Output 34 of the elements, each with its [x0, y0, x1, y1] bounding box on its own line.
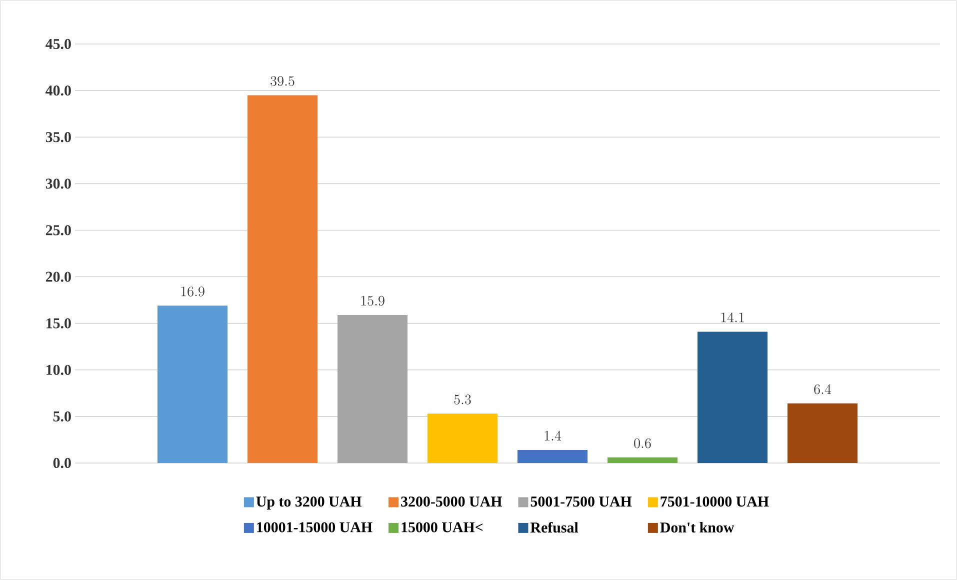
legend-label: 15000 UAH<	[402, 522, 483, 532]
y-tick-label: 20.0	[46, 272, 71, 282]
bar	[248, 95, 318, 463]
data-label: 0.6	[634, 438, 651, 448]
legend-label: Up to 3200 UAH	[256, 496, 362, 510]
legend-label: 7501-10000 UAH	[660, 496, 769, 507]
data-label: 39.5	[270, 76, 294, 86]
bar	[698, 332, 768, 463]
y-tick-label: 0.0	[53, 458, 71, 468]
data-label: 5.3	[454, 394, 471, 404]
legend-label: 3200-5000 UAH	[401, 496, 502, 507]
y-tick-label: 10.0	[46, 364, 71, 375]
y-tick-label: 40.0	[46, 85, 71, 96]
data-label: 16.9	[181, 286, 204, 296]
y-tick-label: 15.0	[46, 318, 71, 328]
bar	[338, 314, 408, 463]
bar	[608, 457, 678, 463]
legend-label: Refusal	[530, 522, 578, 533]
bar	[428, 414, 498, 463]
bar	[518, 450, 588, 463]
y-tick-label: 45.0	[46, 38, 71, 50]
y-tick-label: 25.0	[46, 225, 71, 236]
y-tick-label: 5.0	[53, 411, 71, 422]
y-tick-label: 35.0	[46, 132, 71, 142]
bar	[158, 306, 228, 463]
legend-label: Don't know	[660, 522, 734, 533]
bar	[788, 403, 858, 463]
data-label: 15.9	[361, 296, 384, 306]
data-label: 1 .4	[544, 430, 562, 440]
data-label: 6.4	[814, 384, 832, 394]
legend-label: 5001-7500 UAH	[530, 496, 632, 507]
y-tick-label: 30.0	[46, 178, 71, 189]
legend-label: 10001-15000 UAH	[257, 522, 372, 532]
data-label: 14. 1	[721, 312, 744, 322]
